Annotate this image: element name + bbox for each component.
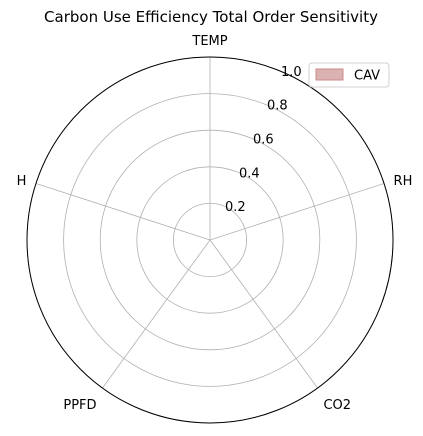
spoke-rh (209, 183, 385, 241)
spoke-ppfd (102, 239, 211, 389)
polar-frame (26, 56, 394, 424)
radial-tick-label: 1.0 (281, 65, 302, 80)
legend-swatch-cav (315, 68, 344, 81)
category-label-temp: TEMP (191, 34, 227, 49)
radial-tick-labels: 0.2 0.4 0.6 0.8 1.0 (225, 65, 302, 215)
spoke-h (35, 183, 211, 241)
radial-tick-label: 0.6 (253, 133, 274, 148)
legend: CAV (308, 62, 390, 88)
category-label-co2: CO2 (323, 398, 351, 413)
category-labels: TEMP RH CO2 PPFD H (17, 34, 413, 413)
category-label-ppfd: PPFD (63, 398, 96, 413)
chart-title: Carbon Use Efficiency Total Order Sensit… (44, 8, 378, 26)
legend-label-cav: CAV (354, 69, 380, 84)
radar-spokes (35, 57, 385, 389)
category-label-h: H (17, 174, 27, 189)
radial-tick-label: 0.8 (267, 99, 288, 114)
spoke-co2 (209, 239, 318, 389)
radial-tick-label: 0.2 (225, 200, 246, 215)
category-label-rh: RH (394, 174, 413, 189)
radial-tick-label: 0.4 (239, 166, 260, 181)
